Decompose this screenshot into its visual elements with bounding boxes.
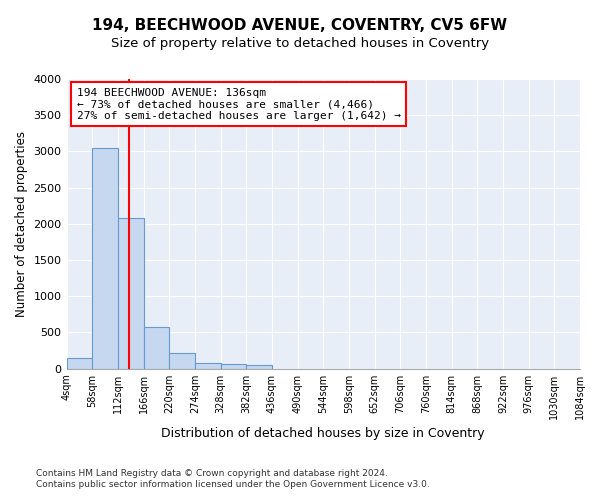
Bar (118, 218, 143, 368)
Y-axis label: Number of detached properties: Number of detached properties (15, 131, 28, 317)
Bar (92, 148, 118, 368)
Bar (195, 363, 221, 368)
Text: Size of property relative to detached houses in Coventry: Size of property relative to detached ho… (111, 38, 489, 51)
Text: 194 BEECHWOOD AVENUE: 136sqm
← 73% of detached houses are smaller (4,466)
27% of: 194 BEECHWOOD AVENUE: 136sqm ← 73% of de… (77, 88, 401, 121)
X-axis label: Distribution of detached houses by size in Coventry: Distribution of detached houses by size … (161, 427, 485, 440)
Bar (67, 358, 92, 368)
Bar (143, 328, 169, 368)
Text: Contains HM Land Registry data © Crown copyright and database right 2024.: Contains HM Land Registry data © Crown c… (36, 468, 388, 477)
Bar (169, 354, 195, 368)
Bar (221, 364, 246, 368)
Text: Contains public sector information licensed under the Open Government Licence v3: Contains public sector information licen… (36, 480, 430, 489)
Bar (246, 365, 272, 368)
Text: 194, BEECHWOOD AVENUE, COVENTRY, CV5 6FW: 194, BEECHWOOD AVENUE, COVENTRY, CV5 6FW (92, 18, 508, 32)
